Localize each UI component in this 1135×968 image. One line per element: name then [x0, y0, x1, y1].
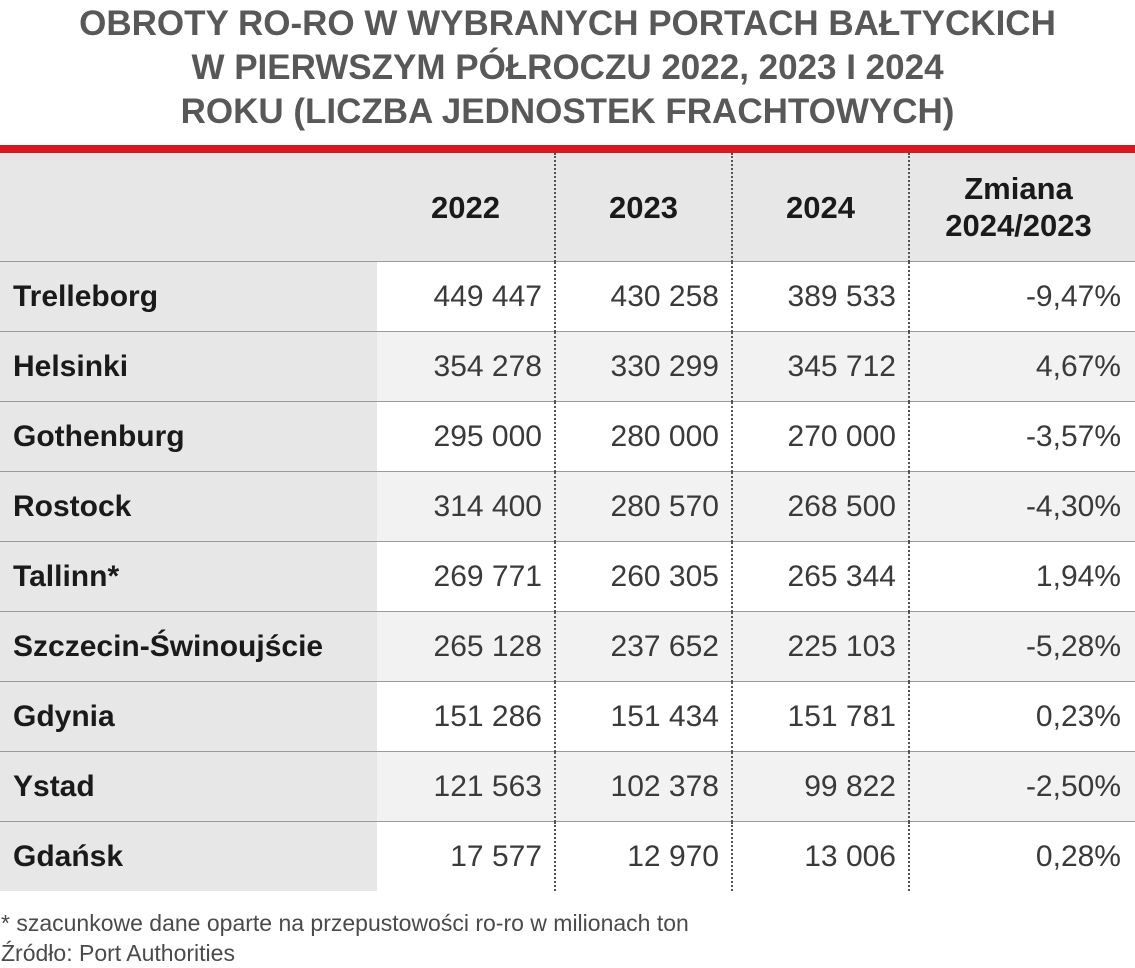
header-change-line: 2024/2023: [945, 208, 1092, 243]
table-row: Ystad 121 563 102 378 99 822 -2,50%: [0, 751, 1135, 822]
value-cell-2024: 225 103: [731, 611, 909, 682]
header-year-2022: 2022: [377, 153, 555, 262]
port-name-cell: Trelleborg: [0, 261, 377, 332]
chart-title-line: W PIERWSZYM PÓŁROCZU 2022, 2023 I 2024: [191, 48, 944, 87]
value-cell-2024: 13 006: [731, 821, 909, 891]
change-cell: 4,67%: [908, 331, 1135, 402]
value-cell-2023: 330 299: [554, 331, 732, 402]
value-cell-2022: 295 000: [377, 401, 555, 472]
value-cell-2023: 280 570: [554, 471, 732, 542]
change-cell: 1,94%: [908, 541, 1135, 612]
table-row: Helsinki 354 278 330 299 345 712 4,67%: [0, 331, 1135, 402]
port-name-cell: Rostock: [0, 471, 377, 542]
value-cell-2022: 314 400: [377, 471, 555, 542]
port-name-cell: Gdynia: [0, 681, 377, 752]
footnote-estimate: * szacunkowe dane oparte na przepustowoś…: [1, 910, 689, 936]
header-year-2024: 2024: [731, 153, 909, 262]
value-cell-2023: 260 305: [554, 541, 732, 612]
value-cell-2022: 354 278: [377, 331, 555, 402]
port-name-cell: Helsinki: [0, 331, 377, 402]
value-cell-2023: 102 378: [554, 751, 732, 822]
value-cell-2024: 265 344: [731, 541, 909, 612]
value-cell-2024: 99 822: [731, 751, 909, 822]
port-name-cell: Gothenburg: [0, 401, 377, 472]
chart-title-line: ROKU (LICZBA JEDNOSTEK FRACHTOWYCH): [180, 92, 955, 131]
table-row: Gdynia 151 286 151 434 151 781 0,23%: [0, 681, 1135, 752]
table-row: Gdańsk 17 577 12 970 13 006 0,28%: [0, 821, 1135, 891]
value-cell-2022: 121 563: [377, 751, 555, 822]
port-name-cell: Gdańsk: [0, 821, 377, 891]
port-name-cell: Szczecin-Świnoujście: [0, 611, 377, 682]
value-cell-2023: 280 000: [554, 401, 732, 472]
change-cell: 0,23%: [908, 681, 1135, 752]
chart-title: OBROTY RO-RO W WYBRANYCH PORTACH BAŁTYCK…: [0, 2, 1135, 134]
table-row: Szczecin-Świnoujście 265 128 237 652 225 10…: [0, 611, 1135, 682]
value-cell-2022: 17 577: [377, 821, 555, 891]
value-cell-2022: 449 447: [377, 261, 555, 332]
value-cell-2024: 345 712: [731, 331, 909, 402]
change-cell: -3,57%: [908, 401, 1135, 472]
change-cell: 0,28%: [908, 821, 1135, 891]
value-cell-2023: 151 434: [554, 681, 732, 752]
table-header-row: 2022 2023 2024 Zmiana 2024/2023: [0, 153, 1135, 262]
value-cell-2024: 268 500: [731, 471, 909, 542]
change-cell: -2,50%: [908, 751, 1135, 822]
ro-ro-table: 2022 2023 2024 Zmiana 2024/2023 Trellebo…: [0, 153, 1135, 891]
table-row: Rostock 314 400 280 570 268 500 -4,30%: [0, 471, 1135, 542]
port-name-cell: Tallinn*: [0, 541, 377, 612]
value-cell-2023: 430 258: [554, 261, 732, 332]
value-cell-2022: 269 771: [377, 541, 555, 612]
change-cell: -4,30%: [908, 471, 1135, 542]
value-cell-2024: 389 533: [731, 261, 909, 332]
footnote-source: Źródło: Port Authorities: [1, 940, 235, 966]
value-cell-2024: 151 781: [731, 681, 909, 752]
change-cell: -9,47%: [908, 261, 1135, 332]
header-change-line: Zmiana: [964, 171, 1073, 206]
value-cell-2023: 12 970: [554, 821, 732, 891]
value-cell-2022: 151 286: [377, 681, 555, 752]
value-cell-2022: 265 128: [377, 611, 555, 682]
footnotes: * szacunkowe dane oparte na przepustowoś…: [1, 908, 689, 968]
accent-rule: [0, 145, 1135, 153]
header-corner-cell: [0, 153, 377, 262]
table-body: Trelleborg 449 447 430 258 389 533 -9,47% Hel…: [0, 261, 1135, 891]
table-row: Tallinn* 269 771 260 305 265 344 1,94%: [0, 541, 1135, 612]
port-name-cell: Ystad: [0, 751, 377, 822]
value-cell-2023: 237 652: [554, 611, 732, 682]
header-year-2023: 2023: [554, 153, 732, 262]
value-cell-2024: 270 000: [731, 401, 909, 472]
table-row: Trelleborg 449 447 430 258 389 533 -9,47%: [0, 261, 1135, 332]
change-cell: -5,28%: [908, 611, 1135, 682]
header-change: Zmiana 2024/2023: [908, 153, 1135, 262]
table-row: Gothenburg 295 000 280 000 270 000 -3,57%: [0, 401, 1135, 472]
chart-title-line: OBROTY RO-RO W WYBRANYCH PORTACH BAŁTYCK…: [79, 4, 1056, 43]
